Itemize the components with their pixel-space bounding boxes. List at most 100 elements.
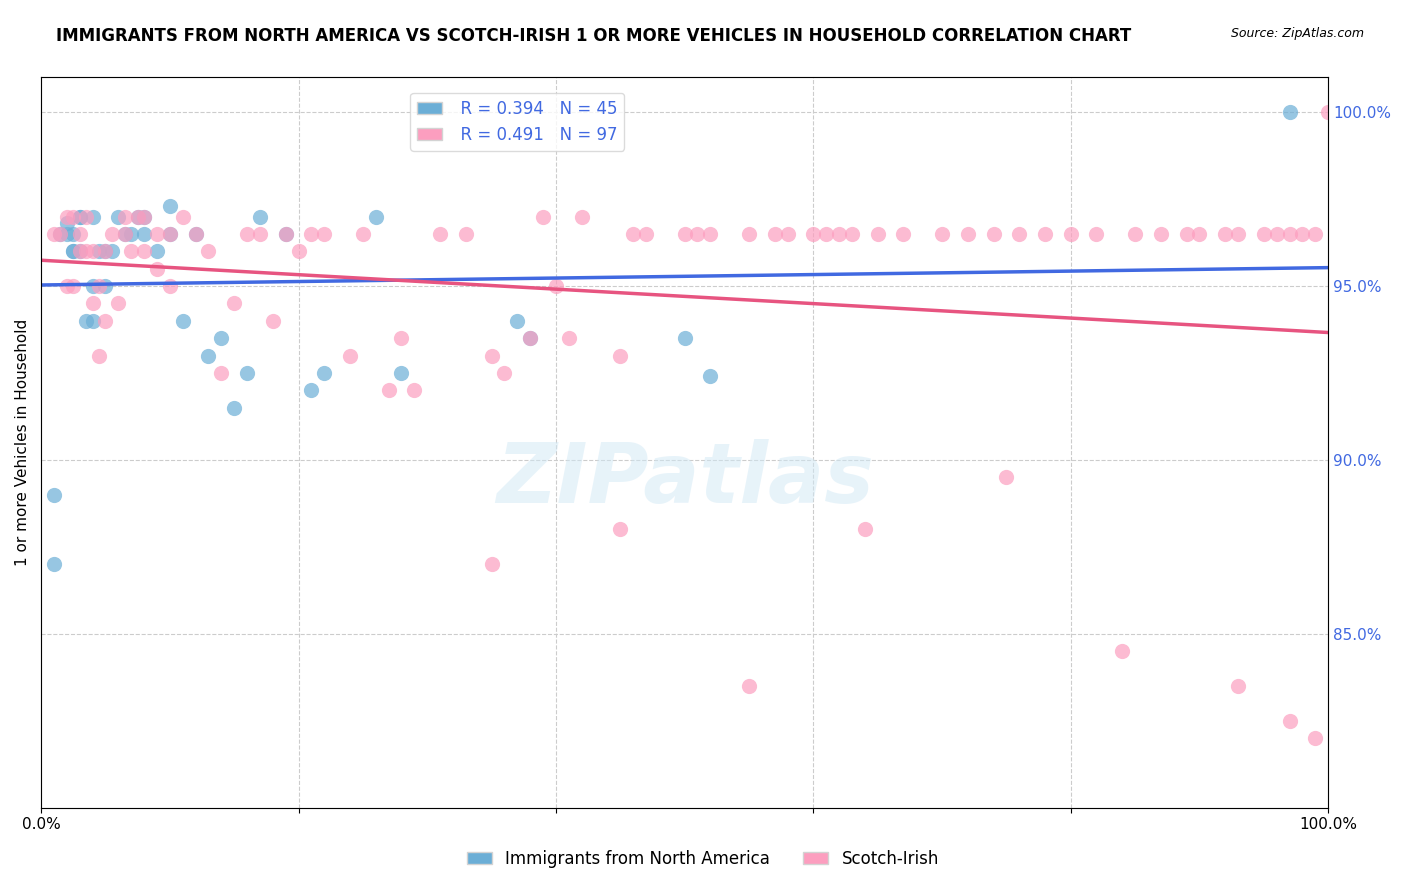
Point bbox=[107, 210, 129, 224]
Point bbox=[42, 558, 65, 572]
Legend: Immigrants from North America, Scotch-Irish: Immigrants from North America, Scotch-Ir… bbox=[460, 844, 946, 875]
Point bbox=[391, 366, 413, 380]
Point bbox=[56, 217, 79, 231]
Text: ZIPatlas: ZIPatlas bbox=[496, 439, 873, 519]
Point bbox=[1278, 714, 1301, 728]
Point bbox=[1111, 644, 1133, 658]
Point bbox=[738, 227, 761, 241]
Point bbox=[184, 227, 207, 241]
Point bbox=[132, 244, 155, 259]
Point bbox=[1033, 227, 1056, 241]
Point bbox=[801, 227, 824, 241]
Point bbox=[1188, 227, 1211, 241]
Point bbox=[184, 227, 207, 241]
Point bbox=[931, 227, 953, 241]
Point bbox=[531, 210, 554, 224]
Point bbox=[364, 210, 387, 224]
Point bbox=[249, 227, 271, 241]
Point bbox=[159, 227, 181, 241]
Point bbox=[82, 210, 104, 224]
Point bbox=[87, 244, 110, 259]
Point bbox=[738, 679, 761, 693]
Point bbox=[776, 227, 799, 241]
Point bbox=[866, 227, 889, 241]
Point bbox=[94, 244, 117, 259]
Point bbox=[699, 227, 721, 241]
Point bbox=[262, 314, 284, 328]
Point bbox=[101, 244, 124, 259]
Point bbox=[404, 384, 426, 398]
Point bbox=[673, 331, 696, 345]
Point bbox=[49, 227, 72, 241]
Point bbox=[454, 227, 477, 241]
Point bbox=[274, 227, 297, 241]
Point bbox=[101, 227, 124, 241]
Point bbox=[87, 349, 110, 363]
Legend:   R = 0.394   N = 45,   R = 0.491   N = 97: R = 0.394 N = 45, R = 0.491 N = 97 bbox=[411, 93, 624, 151]
Point bbox=[956, 227, 979, 241]
Point bbox=[699, 369, 721, 384]
Point bbox=[274, 227, 297, 241]
Point bbox=[828, 227, 851, 241]
Point bbox=[621, 227, 644, 241]
Point bbox=[42, 227, 65, 241]
Point bbox=[1278, 105, 1301, 120]
Point bbox=[127, 210, 149, 224]
Point bbox=[1291, 227, 1313, 241]
Point bbox=[893, 227, 915, 241]
Point bbox=[1317, 105, 1340, 120]
Point bbox=[69, 244, 91, 259]
Point bbox=[62, 244, 84, 259]
Point bbox=[815, 227, 838, 241]
Point bbox=[107, 296, 129, 310]
Point bbox=[69, 210, 91, 224]
Point bbox=[481, 558, 503, 572]
Point bbox=[172, 210, 194, 224]
Point bbox=[299, 384, 322, 398]
Point bbox=[75, 210, 97, 224]
Point bbox=[49, 227, 72, 241]
Point bbox=[609, 523, 631, 537]
Point bbox=[236, 366, 259, 380]
Point bbox=[1253, 227, 1275, 241]
Point bbox=[391, 331, 413, 345]
Point bbox=[82, 244, 104, 259]
Point bbox=[1303, 227, 1326, 241]
Point bbox=[114, 227, 136, 241]
Point bbox=[82, 314, 104, 328]
Point bbox=[983, 227, 1005, 241]
Point bbox=[94, 244, 117, 259]
Point bbox=[62, 210, 84, 224]
Point bbox=[995, 470, 1018, 484]
Point bbox=[132, 227, 155, 241]
Point bbox=[1175, 227, 1198, 241]
Point bbox=[634, 227, 657, 241]
Point bbox=[56, 279, 79, 293]
Point bbox=[132, 210, 155, 224]
Point bbox=[571, 210, 593, 224]
Point bbox=[209, 331, 232, 345]
Point bbox=[1123, 227, 1146, 241]
Point bbox=[82, 279, 104, 293]
Point bbox=[352, 227, 374, 241]
Point bbox=[120, 244, 142, 259]
Point bbox=[69, 244, 91, 259]
Point bbox=[1008, 227, 1031, 241]
Point bbox=[69, 227, 91, 241]
Point bbox=[1085, 227, 1108, 241]
Point bbox=[146, 244, 169, 259]
Point bbox=[1227, 679, 1250, 693]
Point bbox=[1213, 227, 1236, 241]
Point bbox=[42, 488, 65, 502]
Point bbox=[224, 401, 246, 415]
Point bbox=[197, 349, 219, 363]
Point bbox=[544, 279, 567, 293]
Point bbox=[69, 210, 91, 224]
Point bbox=[197, 244, 219, 259]
Point bbox=[127, 210, 149, 224]
Point bbox=[159, 227, 181, 241]
Point bbox=[1150, 227, 1173, 241]
Point bbox=[120, 227, 142, 241]
Point bbox=[62, 227, 84, 241]
Point bbox=[609, 349, 631, 363]
